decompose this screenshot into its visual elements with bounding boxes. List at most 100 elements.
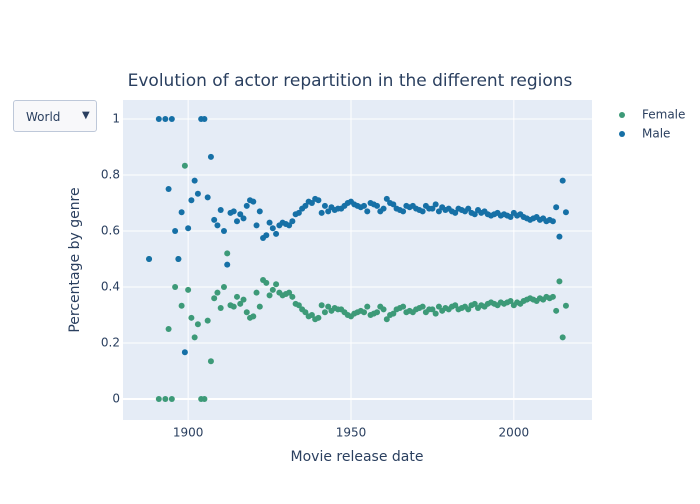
data-point — [165, 326, 172, 333]
data-point — [315, 314, 322, 321]
data-point — [204, 317, 211, 324]
data-point — [263, 232, 270, 239]
data-point — [471, 300, 478, 307]
x-tick-label: 1950 — [336, 426, 367, 440]
data-point — [325, 303, 332, 310]
data-point — [230, 208, 237, 215]
data-point — [380, 306, 387, 313]
data-point — [162, 396, 169, 403]
data-point — [273, 281, 280, 288]
data-point — [471, 211, 478, 218]
data-point — [429, 306, 436, 313]
data-point — [217, 305, 224, 312]
data-point — [146, 256, 153, 263]
data-point — [400, 303, 407, 310]
data-point — [201, 396, 208, 403]
data-point — [266, 292, 273, 299]
data-point — [435, 208, 442, 215]
data-point — [214, 289, 221, 296]
data-point — [315, 197, 322, 204]
data-point — [220, 228, 227, 235]
data-point — [295, 302, 302, 309]
data-point — [302, 309, 309, 316]
data-point — [364, 208, 371, 215]
data-point — [553, 204, 560, 211]
data-point — [559, 177, 566, 184]
data-point — [321, 202, 328, 209]
data-point — [435, 303, 442, 310]
data-point — [419, 208, 426, 215]
data-point — [380, 205, 387, 212]
x-axis-label: Movie release date — [291, 449, 424, 465]
data-point — [201, 116, 208, 123]
data-point — [155, 116, 162, 123]
data-point — [240, 296, 247, 303]
data-point — [286, 222, 293, 229]
data-point — [452, 302, 459, 309]
x-tick-label: 1900 — [173, 426, 204, 440]
legend-label[interactable]: Female — [642, 108, 685, 122]
data-point — [321, 309, 328, 316]
data-point — [556, 278, 563, 285]
data-point — [194, 190, 201, 197]
data-point — [250, 313, 257, 320]
y-tick-label: 0.2 — [101, 336, 120, 350]
data-point — [507, 298, 514, 305]
data-point — [308, 312, 315, 319]
data-point — [172, 284, 179, 291]
data-point — [253, 222, 260, 229]
y-tick-label: 0 — [112, 392, 120, 406]
data-point — [237, 300, 244, 307]
y-tick-label: 0.8 — [101, 168, 120, 182]
data-point — [383, 316, 390, 323]
data-point — [214, 222, 221, 229]
data-point — [217, 207, 224, 214]
data-point — [194, 321, 201, 328]
data-point — [233, 218, 240, 225]
data-point — [191, 334, 198, 341]
data-point — [390, 201, 397, 208]
data-point — [256, 208, 263, 215]
data-point — [269, 225, 276, 232]
region-dropdown[interactable]: World ▼ — [13, 100, 97, 132]
data-point — [562, 209, 569, 216]
legend-label[interactable]: Male — [642, 127, 670, 141]
data-point — [211, 295, 218, 302]
data-point — [256, 303, 263, 310]
legend-marker[interactable] — [619, 112, 625, 118]
data-point — [289, 218, 296, 225]
data-point — [562, 302, 569, 309]
data-point — [207, 358, 214, 365]
data-point — [237, 211, 244, 218]
data-point — [220, 284, 227, 291]
plot-background — [123, 100, 592, 420]
y-tick-label: 0.4 — [101, 280, 120, 294]
data-point — [325, 208, 332, 215]
data-point — [269, 286, 276, 293]
data-point — [266, 219, 273, 226]
data-point — [181, 349, 188, 356]
data-point — [507, 214, 514, 221]
dropdown-value: World — [26, 110, 61, 124]
data-point — [419, 303, 426, 310]
data-point — [465, 306, 472, 313]
data-point — [289, 293, 296, 300]
legend-marker[interactable] — [619, 131, 625, 137]
data-point — [211, 216, 218, 223]
data-point — [191, 177, 198, 184]
data-point — [224, 250, 231, 257]
data-point — [361, 309, 368, 316]
data-point — [233, 293, 240, 300]
data-point — [559, 334, 566, 341]
data-point — [263, 279, 270, 286]
data-point — [429, 205, 436, 212]
data-point — [162, 116, 169, 123]
data-point — [374, 309, 381, 316]
data-point — [452, 209, 459, 216]
data-point — [273, 230, 280, 237]
data-point — [465, 205, 472, 212]
data-point — [286, 289, 293, 296]
data-point — [185, 225, 192, 232]
data-point — [308, 200, 315, 207]
